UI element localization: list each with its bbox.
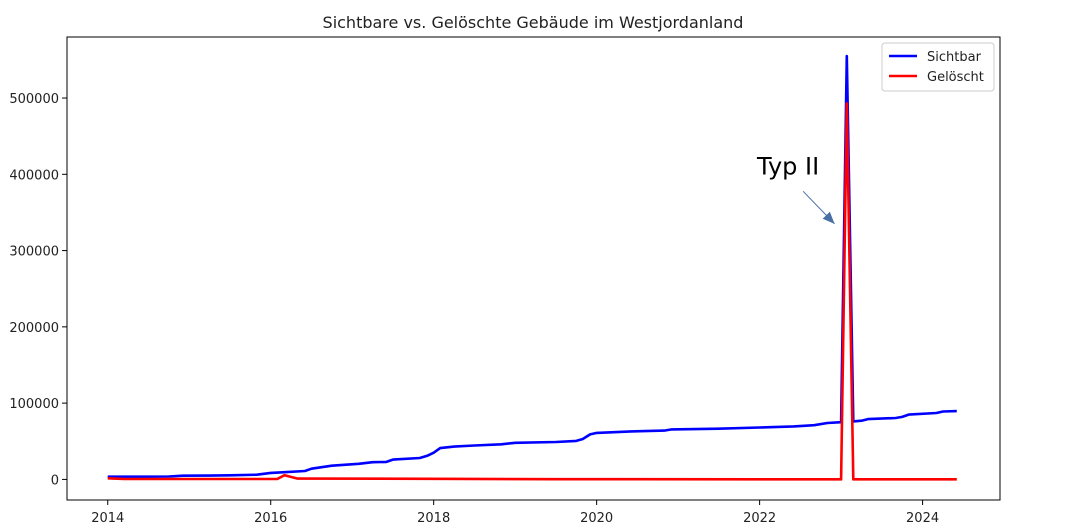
series-line-0	[107, 54, 957, 478]
series-line-1	[107, 102, 957, 481]
x-tick-label: 2024	[906, 511, 939, 526]
y-tick-label: 0	[51, 473, 59, 488]
x-tick-label: 2014	[91, 511, 124, 526]
y-tick-label: 100000	[9, 397, 59, 412]
y-tick-label: 300000	[9, 245, 59, 260]
legend-label-1: Gelöscht	[927, 70, 984, 85]
annotation-text: Typ II	[756, 152, 819, 180]
chart-title: Sichtbare vs. Gelöschte Gebäude im Westj…	[323, 13, 744, 32]
y-tick-label: 500000	[9, 92, 59, 107]
x-tick-label: 2016	[254, 511, 287, 526]
y-axis: 0 100000 200000 300000 400000 500000	[9, 92, 67, 488]
legend-label-0: Sichtbar	[927, 50, 982, 65]
annotations: Typ II	[756, 152, 835, 225]
axes-frame	[66, 36, 1001, 501]
legend: Sichtbar Gelöscht	[881, 42, 995, 92]
x-axis: 2014 2016 2018 2020 2022 2024	[91, 500, 939, 526]
annotation-arrowhead	[822, 211, 835, 224]
x-tick-label: 2018	[417, 511, 450, 526]
x-tick-label: 2020	[580, 511, 613, 526]
plot-area	[66, 36, 1001, 501]
x-tick-label: 2022	[743, 511, 776, 526]
y-tick-label: 200000	[9, 321, 59, 336]
y-tick-label: 400000	[9, 168, 59, 183]
